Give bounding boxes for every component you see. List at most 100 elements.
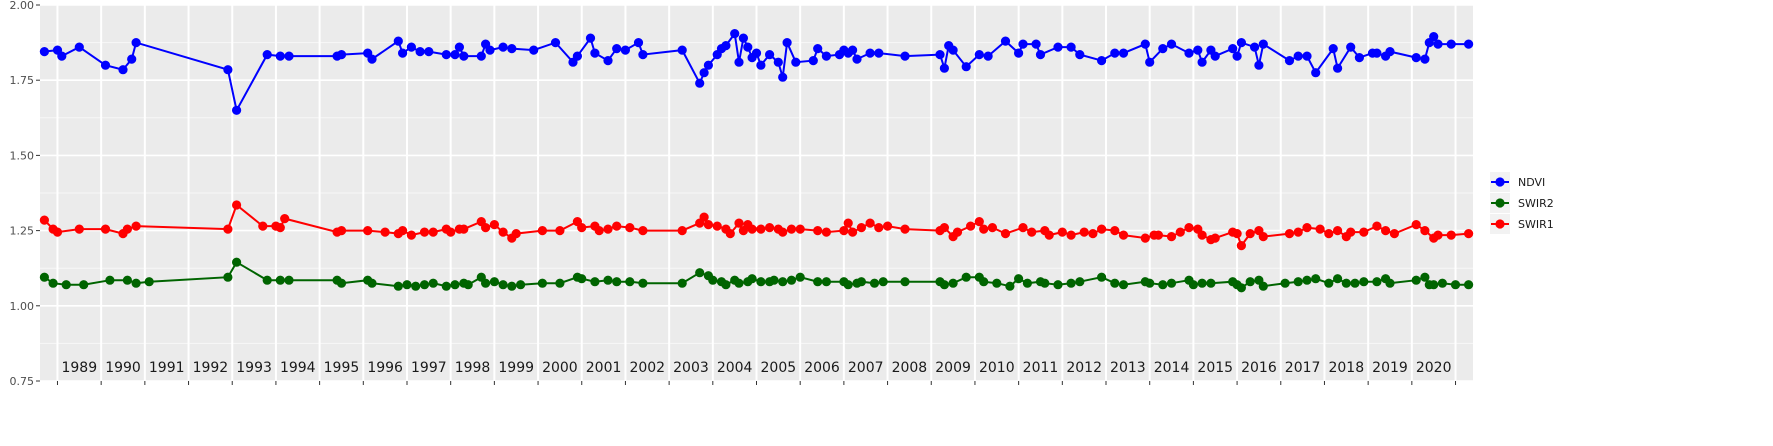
data-point-swir1 — [1433, 230, 1443, 240]
data-point-swir1 — [232, 200, 242, 210]
data-point-swir1 — [336, 226, 347, 236]
year-label: 2010 — [979, 360, 1015, 376]
data-point-ndvi — [695, 78, 705, 88]
data-point-swir2 — [695, 268, 705, 278]
data-point-swir1 — [1359, 227, 1369, 237]
data-point-ndvi — [450, 50, 460, 60]
data-point-ndvi — [900, 51, 910, 61]
data-point-swir2 — [856, 277, 867, 287]
data-point-ndvi — [1372, 48, 1382, 58]
data-point-swir1 — [446, 227, 456, 237]
legend-label-swir1: SWIR1 — [1518, 218, 1554, 231]
y-tick-label: 1.25 — [10, 225, 35, 238]
data-point-ndvi — [529, 45, 539, 55]
data-point-ndvi — [778, 72, 788, 82]
data-point-ndvi — [1193, 45, 1203, 55]
data-point-swir1 — [1411, 220, 1421, 230]
data-point-swir1 — [537, 226, 548, 236]
data-point-swir1 — [1097, 224, 1107, 234]
data-point-swir2 — [1145, 278, 1155, 288]
data-point-swir2 — [1333, 274, 1343, 284]
data-point-swir2 — [1040, 278, 1050, 288]
data-point-swir1 — [1140, 233, 1150, 243]
data-point-swir2 — [1258, 281, 1268, 291]
year-label: 1991 — [149, 360, 185, 376]
data-point-ndvi — [1018, 39, 1028, 49]
data-point-ndvi — [1429, 31, 1439, 42]
data-point-swir1 — [900, 224, 910, 234]
data-point-swir2 — [1372, 277, 1382, 287]
data-point-ndvi — [1066, 42, 1076, 52]
data-point-ndvi — [398, 48, 408, 58]
data-point-swir1 — [1044, 230, 1054, 240]
data-point-swir2 — [336, 278, 347, 288]
data-point-swir1 — [131, 221, 141, 231]
data-point-swir2 — [1324, 278, 1334, 288]
data-point-swir1 — [786, 224, 797, 234]
data-point-ndvi — [961, 62, 971, 72]
data-point-ndvi — [393, 36, 403, 46]
data-point-ndvi — [1232, 51, 1242, 61]
year-label: 1995 — [324, 360, 360, 376]
data-point-ndvi — [1140, 39, 1150, 49]
data-point-ndvi — [127, 54, 137, 64]
data-point-swir1 — [380, 227, 390, 237]
year-label: 2005 — [761, 360, 797, 376]
legend-label-swir2: SWIR2 — [1518, 197, 1554, 210]
data-point-ndvi — [572, 51, 583, 61]
data-point-ndvi — [821, 51, 832, 61]
data-point-swir2 — [441, 281, 451, 291]
data-point-swir2 — [262, 275, 272, 285]
data-point-swir2 — [1206, 278, 1216, 288]
year-label: 1990 — [105, 360, 141, 376]
data-point-swir2 — [756, 277, 766, 287]
data-point-ndvi — [939, 63, 950, 73]
year-label: 2016 — [1241, 360, 1277, 376]
data-point-swir1 — [1110, 226, 1120, 236]
data-point-ndvi — [74, 42, 84, 52]
data-point-swir2 — [778, 277, 788, 287]
data-point-swir2 — [708, 275, 718, 285]
data-point-ndvi — [703, 60, 714, 70]
data-point-ndvi — [424, 47, 434, 57]
data-point-swir1 — [363, 226, 373, 236]
year-label: 2006 — [804, 360, 840, 376]
data-point-ndvi — [39, 47, 50, 57]
data-point-ndvi — [874, 48, 884, 58]
data-point-swir2 — [1110, 278, 1120, 288]
y-tick-label: 1.50 — [10, 149, 35, 162]
data-point-ndvi — [1464, 39, 1474, 49]
data-point-swir2 — [516, 280, 526, 290]
data-point-swir2 — [61, 280, 71, 290]
data-point-ndvi — [585, 33, 596, 43]
data-point-ndvi — [441, 50, 451, 60]
data-point-swir2 — [795, 272, 805, 282]
year-label: 1999 — [498, 360, 534, 376]
data-point-swir1 — [74, 224, 84, 234]
data-point-ndvi — [57, 51, 67, 61]
data-point-ndvi — [782, 38, 792, 48]
y-tick-label: 1.00 — [10, 300, 35, 313]
data-point-swir2 — [734, 278, 744, 288]
data-point-swir2 — [939, 280, 950, 290]
data-point-swir2 — [1302, 275, 1312, 285]
data-point-swir2 — [48, 278, 58, 288]
year-label: 2017 — [1285, 360, 1321, 376]
data-point-swir2 — [555, 278, 565, 288]
year-label: 2018 — [1328, 360, 1364, 376]
data-point-ndvi — [1075, 50, 1085, 60]
data-point-swir2 — [498, 280, 508, 290]
data-point-swir1 — [398, 226, 408, 236]
data-point-swir1 — [939, 223, 950, 233]
data-point-ndvi — [1346, 42, 1356, 52]
data-point-swir1 — [1166, 232, 1177, 242]
data-point-ndvi — [1254, 60, 1264, 70]
data-point-ndvi — [734, 57, 744, 67]
data-point-swir2 — [961, 272, 971, 282]
data-point-ndvi — [1250, 42, 1260, 52]
year-label: 2000 — [542, 360, 578, 376]
data-point-swir1 — [987, 223, 998, 233]
data-point-swir2 — [1341, 278, 1351, 288]
data-point-swir1 — [428, 227, 438, 237]
